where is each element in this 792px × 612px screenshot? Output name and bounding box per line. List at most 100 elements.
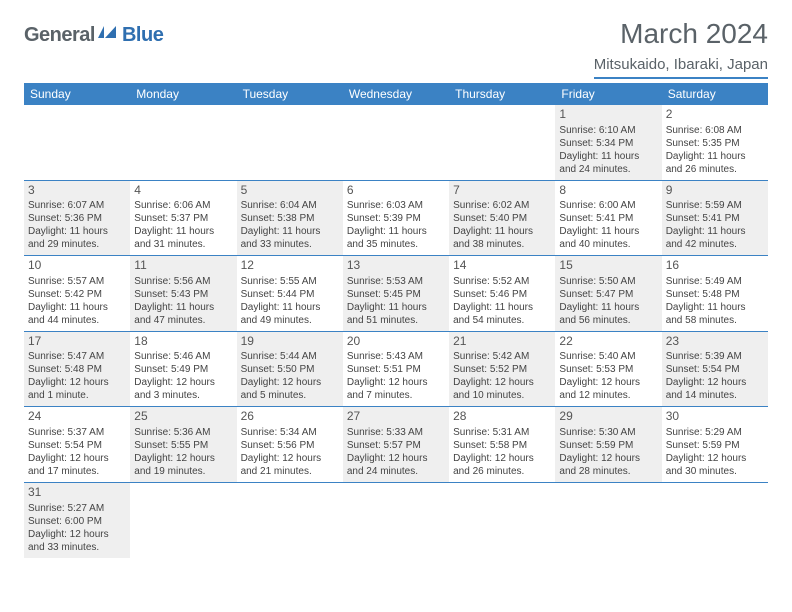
day-daylight2: and 44 minutes. <box>28 314 126 327</box>
day-sunrise: Sunrise: 5:33 AM <box>347 426 445 439</box>
day-daylight1: Daylight: 11 hours <box>666 301 764 314</box>
day-sunrise: Sunrise: 5:55 AM <box>241 275 339 288</box>
day-sunrise: Sunrise: 5:47 AM <box>28 350 126 363</box>
logo-text-blue: Blue <box>122 24 163 47</box>
day-sunset: Sunset: 5:48 PM <box>666 288 764 301</box>
day-sunset: Sunset: 5:54 PM <box>666 363 764 376</box>
day-cell: 30Sunrise: 5:29 AMSunset: 5:59 PMDayligh… <box>662 407 768 482</box>
day-sunset: Sunset: 5:41 PM <box>666 212 764 225</box>
day-number: 17 <box>28 334 126 350</box>
day-cell: 9Sunrise: 5:59 AMSunset: 5:41 PMDaylight… <box>662 181 768 256</box>
header: General Blue March 2024 Mitsukaido, Ibar… <box>24 18 768 79</box>
day-cell: 11Sunrise: 5:56 AMSunset: 5:43 PMDayligh… <box>130 256 236 331</box>
day-sunrise: Sunrise: 6:02 AM <box>453 199 551 212</box>
title-block: March 2024 Mitsukaido, Ibaraki, Japan <box>594 18 768 79</box>
logo: General Blue <box>24 24 163 47</box>
day-sunrise: Sunrise: 5:39 AM <box>666 350 764 363</box>
day-sunrise: Sunrise: 6:10 AM <box>559 124 657 137</box>
day-daylight1: Daylight: 11 hours <box>134 225 232 238</box>
day-number: 19 <box>241 334 339 350</box>
day-sunrise: Sunrise: 5:57 AM <box>28 275 126 288</box>
day-empty <box>237 483 343 558</box>
day-number: 31 <box>28 485 126 501</box>
location-text: Mitsukaido, Ibaraki, Japan <box>594 56 768 79</box>
day-number: 7 <box>453 183 551 199</box>
day-daylight2: and 12 minutes. <box>559 389 657 402</box>
day-sunrise: Sunrise: 6:08 AM <box>666 124 764 137</box>
logo-flag-icon <box>98 24 120 45</box>
day-number: 10 <box>28 258 126 274</box>
day-daylight2: and 14 minutes. <box>666 389 764 402</box>
day-sunrise: Sunrise: 5:30 AM <box>559 426 657 439</box>
day-cell: 1Sunrise: 6:10 AMSunset: 5:34 PMDaylight… <box>555 105 661 180</box>
day-daylight2: and 31 minutes. <box>134 238 232 251</box>
day-sunset: Sunset: 5:47 PM <box>559 288 657 301</box>
day-daylight2: and 33 minutes. <box>241 238 339 251</box>
day-cell: 12Sunrise: 5:55 AMSunset: 5:44 PMDayligh… <box>237 256 343 331</box>
day-cell: 25Sunrise: 5:36 AMSunset: 5:55 PMDayligh… <box>130 407 236 482</box>
day-daylight2: and 33 minutes. <box>28 541 126 554</box>
day-daylight1: Daylight: 12 hours <box>28 376 126 389</box>
day-number: 21 <box>453 334 551 350</box>
day-daylight2: and 21 minutes. <box>241 465 339 478</box>
week-row: 1Sunrise: 6:10 AMSunset: 5:34 PMDaylight… <box>24 105 768 181</box>
day-daylight2: and 47 minutes. <box>134 314 232 327</box>
day-number: 4 <box>134 183 232 199</box>
day-number: 29 <box>559 409 657 425</box>
day-daylight1: Daylight: 12 hours <box>453 376 551 389</box>
day-daylight2: and 56 minutes. <box>559 314 657 327</box>
weekday-tuesday: Tuesday <box>237 83 343 105</box>
day-cell: 23Sunrise: 5:39 AMSunset: 5:54 PMDayligh… <box>662 332 768 407</box>
week-row: 10Sunrise: 5:57 AMSunset: 5:42 PMDayligh… <box>24 256 768 332</box>
day-sunrise: Sunrise: 5:44 AM <box>241 350 339 363</box>
day-daylight1: Daylight: 12 hours <box>666 452 764 465</box>
day-sunset: Sunset: 5:59 PM <box>559 439 657 452</box>
day-daylight1: Daylight: 12 hours <box>559 376 657 389</box>
day-sunrise: Sunrise: 5:46 AM <box>134 350 232 363</box>
day-sunrise: Sunrise: 5:31 AM <box>453 426 551 439</box>
day-cell: 2Sunrise: 6:08 AMSunset: 5:35 PMDaylight… <box>662 105 768 180</box>
day-cell: 10Sunrise: 5:57 AMSunset: 5:42 PMDayligh… <box>24 256 130 331</box>
day-empty <box>449 105 555 180</box>
day-cell: 17Sunrise: 5:47 AMSunset: 5:48 PMDayligh… <box>24 332 130 407</box>
weekday-header-row: Sunday Monday Tuesday Wednesday Thursday… <box>24 83 768 105</box>
day-daylight1: Daylight: 12 hours <box>134 376 232 389</box>
day-sunset: Sunset: 5:44 PM <box>241 288 339 301</box>
week-row: 31Sunrise: 5:27 AMSunset: 6:00 PMDayligh… <box>24 483 768 558</box>
day-sunset: Sunset: 5:57 PM <box>347 439 445 452</box>
day-sunset: Sunset: 5:46 PM <box>453 288 551 301</box>
calendar: Sunday Monday Tuesday Wednesday Thursday… <box>24 83 768 558</box>
day-number: 3 <box>28 183 126 199</box>
day-cell: 4Sunrise: 6:06 AMSunset: 5:37 PMDaylight… <box>130 181 236 256</box>
day-sunrise: Sunrise: 6:04 AM <box>241 199 339 212</box>
day-daylight2: and 29 minutes. <box>28 238 126 251</box>
day-number: 28 <box>453 409 551 425</box>
day-sunset: Sunset: 5:40 PM <box>453 212 551 225</box>
day-sunset: Sunset: 5:39 PM <box>347 212 445 225</box>
day-daylight2: and 42 minutes. <box>666 238 764 251</box>
day-number: 11 <box>134 258 232 274</box>
day-cell: 13Sunrise: 5:53 AMSunset: 5:45 PMDayligh… <box>343 256 449 331</box>
day-sunrise: Sunrise: 6:06 AM <box>134 199 232 212</box>
day-daylight2: and 26 minutes. <box>453 465 551 478</box>
day-sunset: Sunset: 5:58 PM <box>453 439 551 452</box>
day-daylight1: Daylight: 12 hours <box>347 376 445 389</box>
day-daylight1: Daylight: 11 hours <box>241 225 339 238</box>
day-sunset: Sunset: 5:45 PM <box>347 288 445 301</box>
day-cell: 21Sunrise: 5:42 AMSunset: 5:52 PMDayligh… <box>449 332 555 407</box>
day-empty <box>662 483 768 558</box>
day-sunset: Sunset: 5:38 PM <box>241 212 339 225</box>
day-daylight2: and 30 minutes. <box>666 465 764 478</box>
day-cell: 18Sunrise: 5:46 AMSunset: 5:49 PMDayligh… <box>130 332 236 407</box>
day-number: 15 <box>559 258 657 274</box>
day-cell: 8Sunrise: 6:00 AMSunset: 5:41 PMDaylight… <box>555 181 661 256</box>
day-sunrise: Sunrise: 5:37 AM <box>28 426 126 439</box>
day-daylight2: and 49 minutes. <box>241 314 339 327</box>
day-daylight1: Daylight: 11 hours <box>28 225 126 238</box>
day-sunrise: Sunrise: 5:56 AM <box>134 275 232 288</box>
day-sunrise: Sunrise: 6:03 AM <box>347 199 445 212</box>
day-daylight1: Daylight: 12 hours <box>453 452 551 465</box>
day-sunset: Sunset: 5:49 PM <box>134 363 232 376</box>
day-sunset: Sunset: 5:48 PM <box>28 363 126 376</box>
day-cell: 24Sunrise: 5:37 AMSunset: 5:54 PMDayligh… <box>24 407 130 482</box>
